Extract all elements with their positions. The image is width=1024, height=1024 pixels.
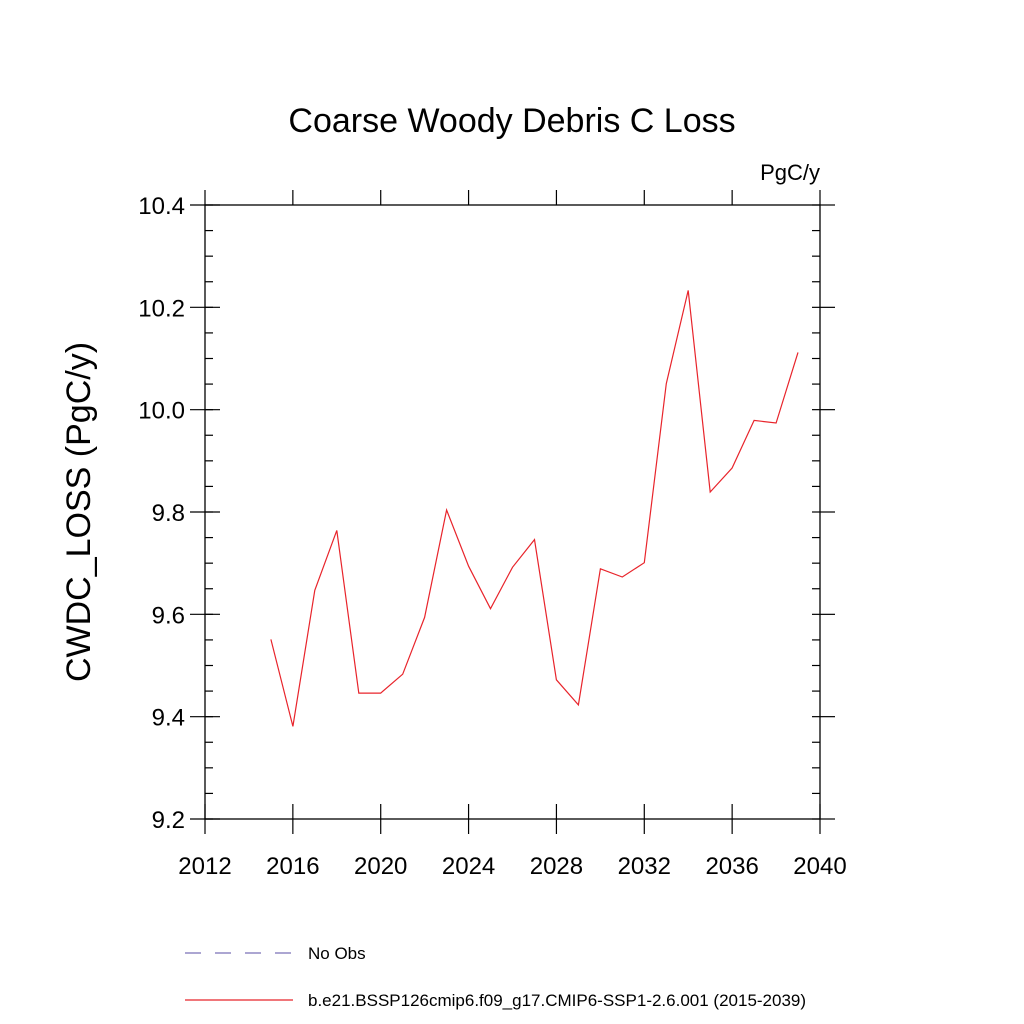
y-tick-label: 9.4 — [152, 705, 185, 732]
units-label: PgC/y — [760, 160, 820, 185]
y-tick-label: 9.2 — [152, 807, 185, 834]
x-tick-label: 2028 — [530, 853, 583, 880]
legend-label: No Obs — [308, 944, 366, 963]
chart-title: Coarse Woody Debris C Loss — [288, 102, 735, 140]
x-tick-label: 2040 — [793, 853, 846, 880]
x-tick-label: 2020 — [354, 853, 407, 880]
y-tick-label: 9.6 — [152, 602, 185, 629]
y-tick-label: 10.0 — [138, 398, 185, 425]
y-axis-ticks: 9.2 9.4 9.6 9.8 10.0 10.2 10.4 — [138, 193, 835, 834]
x-tick-label: 2036 — [705, 853, 758, 880]
plot-frame — [204, 204, 821, 820]
x-tick-label: 2016 — [266, 853, 319, 880]
x-tick-label: 2012 — [178, 853, 231, 880]
x-tick-label: 2032 — [618, 853, 671, 880]
y-tick-label: 10.2 — [138, 295, 185, 322]
x-tick-label: 2024 — [442, 853, 495, 880]
y-axis-label: CWDC_LOSS (PgC/y) — [60, 342, 98, 682]
y-tick-label: 9.8 — [152, 500, 185, 527]
series-line — [270, 290, 799, 727]
legend-label: b.e21.BSSP126cmip6.f09_g17.CMIP6-SSP1-2.… — [308, 991, 806, 1010]
y-tick-label: 10.4 — [138, 193, 185, 220]
legend: No Obs b.e21.BSSP126cmip6.f09_g17.CMIP6-S… — [185, 944, 806, 1010]
series-layer — [270, 290, 799, 727]
x-axis-ticks: 2012 2016 2020 2024 2028 2032 2036 2040 — [178, 190, 847, 880]
